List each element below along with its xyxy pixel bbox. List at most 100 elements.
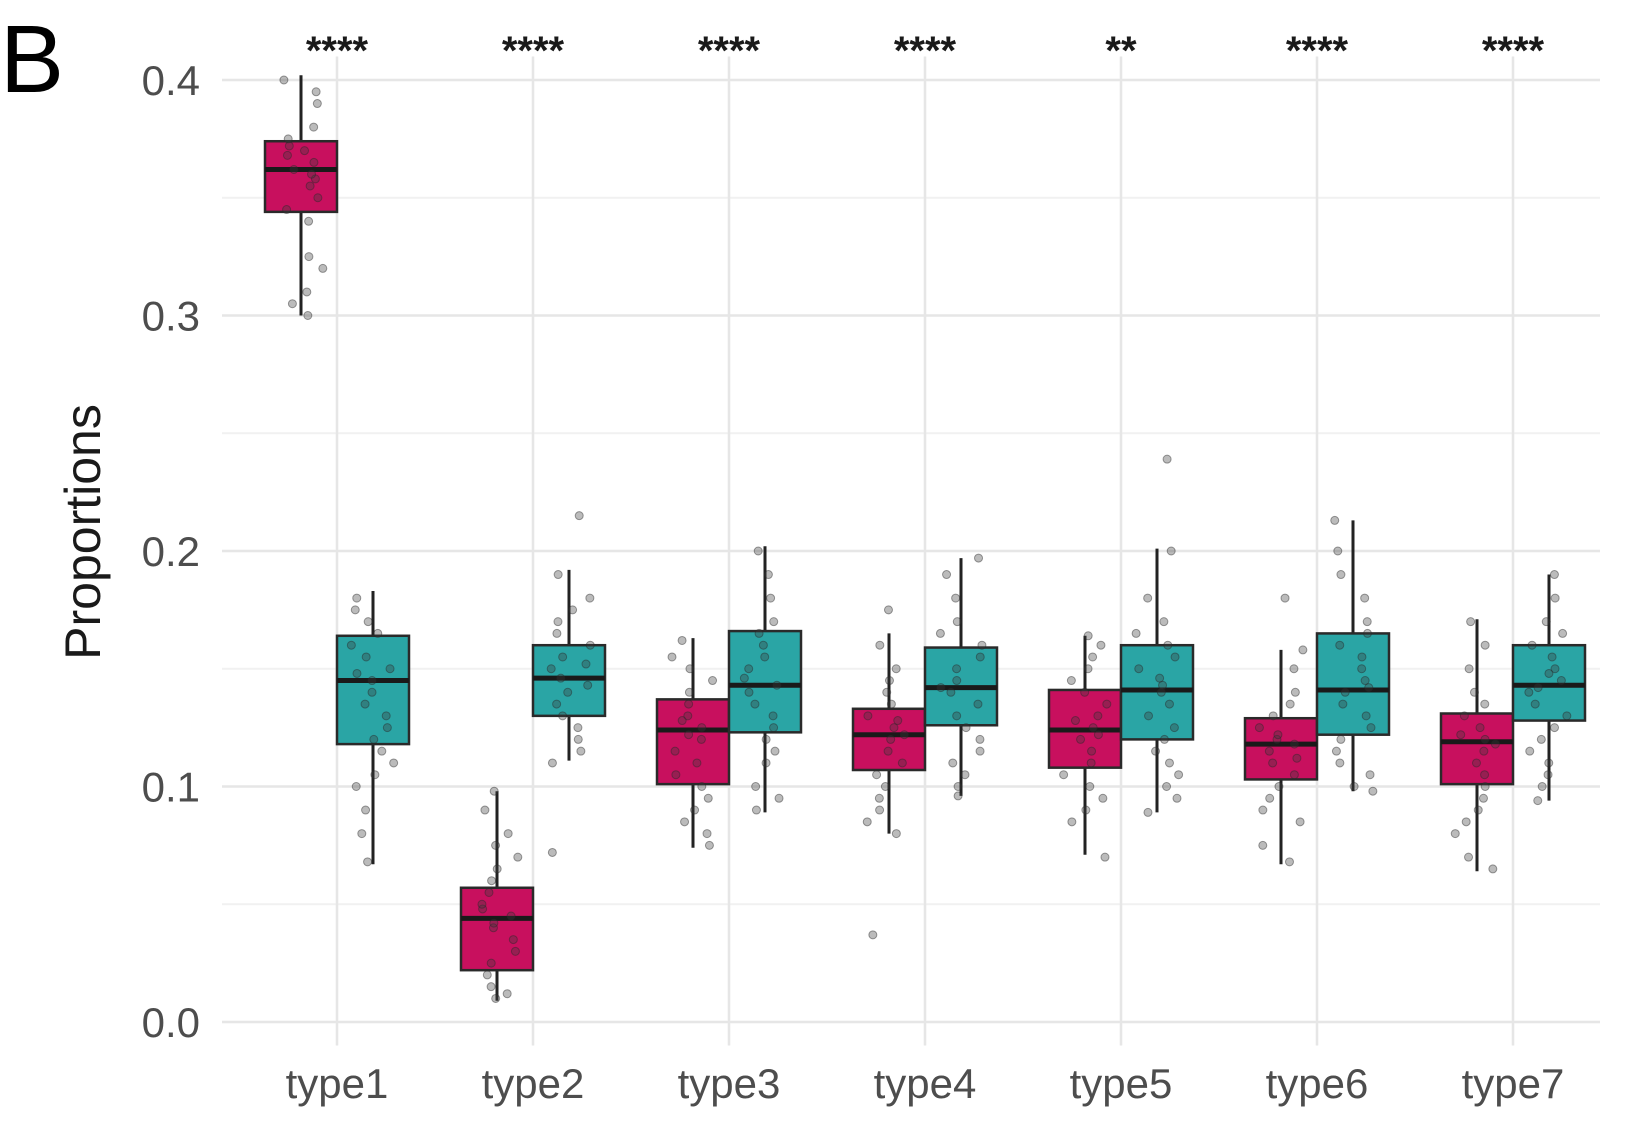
data-point bbox=[546, 664, 556, 674]
significance-labels: **** **** **** **** ** **** **** bbox=[306, 29, 1545, 73]
data-point bbox=[309, 122, 319, 132]
data-point bbox=[1254, 723, 1264, 733]
data-point bbox=[1083, 631, 1093, 641]
data-point bbox=[952, 676, 962, 686]
data-point bbox=[1086, 758, 1096, 768]
data-point bbox=[491, 993, 501, 1003]
data-point bbox=[671, 770, 681, 780]
data-point bbox=[1335, 640, 1345, 650]
data-point bbox=[769, 723, 779, 733]
box-type7-group1 bbox=[1439, 617, 1515, 874]
data-point bbox=[1289, 770, 1299, 780]
data-point bbox=[667, 652, 677, 662]
data-point bbox=[576, 746, 586, 756]
data-point bbox=[1550, 664, 1560, 674]
data-point bbox=[503, 829, 513, 839]
iqr-box bbox=[1243, 716, 1319, 781]
data-point bbox=[882, 687, 892, 697]
data-point bbox=[352, 593, 362, 603]
data-point bbox=[282, 150, 292, 160]
data-point bbox=[766, 593, 776, 603]
y-axis-ticks: 0.0 0.1 0.2 0.3 0.4 bbox=[142, 57, 200, 1046]
data-point bbox=[868, 930, 878, 940]
data-point bbox=[1290, 687, 1300, 697]
x-tick-label: type2 bbox=[482, 1060, 585, 1107]
y-tick-label: 0.1 bbox=[142, 764, 200, 811]
data-point bbox=[1289, 739, 1299, 749]
data-point bbox=[1530, 699, 1540, 709]
box-type3-group2 bbox=[727, 546, 803, 815]
box-type5-group1 bbox=[1047, 631, 1123, 862]
data-point bbox=[1272, 734, 1282, 744]
data-point bbox=[1088, 652, 1098, 662]
significance-label: **** bbox=[1286, 29, 1349, 73]
data-point bbox=[953, 791, 963, 801]
data-point bbox=[502, 989, 512, 999]
data-point bbox=[761, 758, 771, 768]
data-point bbox=[886, 699, 896, 709]
box-type1-group2 bbox=[335, 591, 411, 867]
data-point bbox=[574, 511, 584, 521]
iqr-box bbox=[727, 629, 803, 734]
data-point bbox=[936, 683, 946, 693]
data-point bbox=[1333, 546, 1343, 556]
data-point bbox=[357, 829, 367, 839]
data-point bbox=[1134, 664, 1144, 674]
data-point bbox=[1070, 716, 1080, 726]
x-axis-ticks: type1 type2 type3 type4 type5 type6 type7 bbox=[286, 1060, 1565, 1107]
data-point bbox=[552, 628, 562, 638]
data-point bbox=[1479, 746, 1489, 756]
data-point bbox=[1533, 683, 1543, 693]
data-point bbox=[1159, 617, 1169, 627]
data-point bbox=[289, 164, 299, 174]
data-point bbox=[946, 687, 956, 697]
data-point bbox=[367, 687, 377, 697]
data-point bbox=[1360, 676, 1370, 686]
data-point bbox=[510, 946, 520, 956]
data-point bbox=[1258, 805, 1268, 815]
data-point bbox=[1265, 793, 1275, 803]
significance-label: **** bbox=[894, 29, 957, 73]
data-point bbox=[1292, 753, 1302, 763]
box-type3-group1 bbox=[655, 635, 731, 850]
data-point bbox=[952, 617, 962, 627]
data-point bbox=[935, 628, 945, 638]
data-point bbox=[1174, 770, 1184, 780]
data-point bbox=[552, 699, 562, 709]
data-point bbox=[1164, 758, 1174, 768]
data-point bbox=[352, 668, 362, 678]
data-point bbox=[304, 216, 314, 226]
data-point bbox=[889, 723, 899, 733]
data-point bbox=[1285, 699, 1295, 709]
iqr-box bbox=[335, 634, 411, 746]
significance-label: **** bbox=[1482, 29, 1545, 73]
x-tick-label: type5 bbox=[1070, 1060, 1173, 1107]
data-point bbox=[863, 711, 873, 721]
significance-label: **** bbox=[502, 29, 565, 73]
data-point bbox=[1067, 817, 1077, 827]
data-point bbox=[1172, 793, 1182, 803]
box-type4-group2 bbox=[923, 553, 999, 801]
data-point bbox=[1357, 652, 1367, 662]
data-point bbox=[1480, 640, 1490, 650]
data-point bbox=[1537, 782, 1547, 791]
data-point bbox=[1059, 770, 1069, 780]
data-point bbox=[1087, 746, 1097, 756]
iqr-box bbox=[1315, 632, 1391, 736]
data-point bbox=[377, 746, 387, 756]
data-point bbox=[1340, 687, 1350, 697]
data-point bbox=[680, 817, 690, 827]
data-point bbox=[952, 664, 962, 674]
data-point bbox=[774, 793, 784, 803]
data-point bbox=[891, 829, 901, 839]
data-point bbox=[1471, 758, 1481, 768]
data-point bbox=[1156, 687, 1166, 697]
data-point bbox=[1488, 864, 1498, 874]
data-point bbox=[581, 659, 591, 669]
box-type6-group2 bbox=[1315, 515, 1391, 796]
data-point bbox=[1335, 758, 1345, 768]
data-point bbox=[351, 782, 361, 791]
data-point bbox=[1456, 730, 1466, 740]
data-point bbox=[1295, 817, 1305, 827]
